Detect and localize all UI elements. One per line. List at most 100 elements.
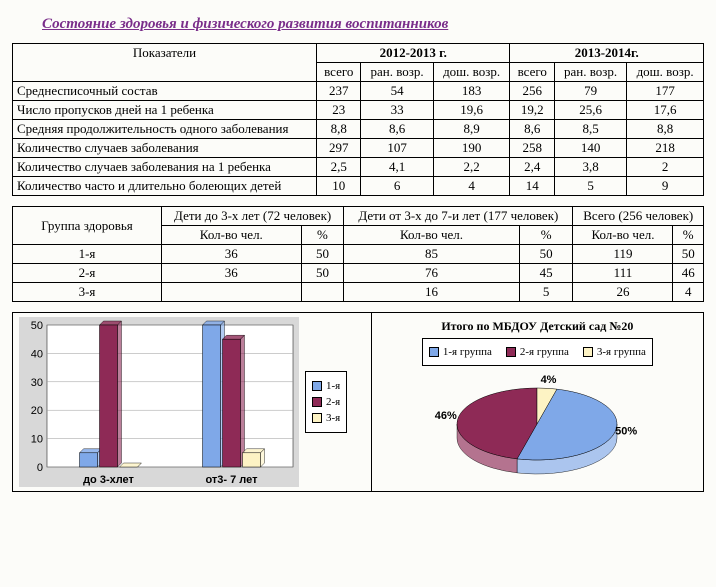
table-cell: 3,8 [554,158,626,177]
table-cell: 26 [573,283,673,302]
table-cell: 2 [627,158,704,177]
svg-text:50%: 50% [615,425,637,437]
table-row: Количество случаев заболевания на 1 ребе… [13,158,704,177]
legend-label: 2-я [326,396,340,408]
sub-early-2: ран. возр. [554,63,626,82]
table-row: Число пропусков дней на 1 ребенка233319,… [13,101,704,120]
table-cell: 45 [519,264,573,283]
svg-text:50: 50 [31,320,43,332]
sub-pre-1: дош. возр. [433,63,510,82]
table-cell: 76 [344,264,520,283]
sub-count-3: Кол-во чел. [573,226,673,245]
legend-label: 1-я группа [443,346,492,358]
legend-label: 3-я [326,412,340,424]
svg-text:10: 10 [31,434,43,446]
table-cell: 2,4 [510,158,554,177]
legend-label: 1-я [326,380,340,392]
table-cell: 36 [162,245,302,264]
table-cell: 50 [673,245,704,264]
table-cell: 36 [162,264,302,283]
table-cell: 8,5 [554,120,626,139]
pie-chart: 50%46%4% [427,372,647,482]
sub-total-1: всего [317,63,361,82]
table-cell: 16 [344,283,520,302]
table-cell: 85 [344,245,520,264]
table-cell: 8,8 [627,120,704,139]
table-cell: 19,6 [433,101,510,120]
sub-count-2: Кол-во чел. [344,226,520,245]
table-cell: Средняя продолжительность одного заболев… [13,120,317,139]
table-cell: 297 [317,139,361,158]
legend-item: 3-я группа [583,346,646,358]
sub-pct-2: % [519,226,573,245]
svg-text:20: 20 [31,405,43,417]
table-cell: 183 [433,82,510,101]
table-row: Среднесписочный состав2375418325679177 [13,82,704,101]
table-header-row: Показатели 2012-2013 г. 2013-2014г. [13,44,704,63]
table-cell: 119 [573,245,673,264]
table-cell: 5 [554,177,626,196]
table-row: Количество случаев заболевания2971071902… [13,139,704,158]
col-under3: Дети до 3-х лет (72 человек) [162,207,344,226]
table-cell: 4 [673,283,704,302]
svg-text:до 3-хлет: до 3-хлет [83,474,134,486]
sub-pct-3: % [673,226,704,245]
table-cell: 1-я [13,245,162,264]
legend-item: 2-я группа [506,346,569,358]
col-period-2: 2013-2014г. [510,44,704,63]
svg-text:4%: 4% [541,374,557,386]
table-cell: 17,6 [627,101,704,120]
table-cell: 54 [361,82,433,101]
legend-swatch [312,413,322,423]
table-cell: Количество часто и длительно болеющих де… [13,177,317,196]
table-cell: Количество случаев заболевания на 1 ребе… [13,158,317,177]
table-cell: 19,2 [510,101,554,120]
table-header-row: Группа здоровья Дети до 3-х лет (72 чело… [13,207,704,226]
table-cell: 258 [510,139,554,158]
table-row: 3-я 165264 [13,283,704,302]
table-cell: 107 [361,139,433,158]
table-cell: 50 [301,264,344,283]
table-cell [162,283,302,302]
table-cell: 8,8 [317,120,361,139]
table-cell: 9 [627,177,704,196]
legend-item: 1-я группа [429,346,492,358]
col-total: Всего (256 человек) [573,207,704,226]
col-3to7: Дети от 3-х до 7-и лет (177 человек) [344,207,573,226]
legend-swatch [312,381,322,391]
legend-item: 2-я [312,396,340,408]
table-cell: 190 [433,139,510,158]
legend-item: 1-я [312,380,340,392]
svg-text:40: 40 [31,348,43,360]
page-title: Состояние здоровья и физического развити… [42,16,704,33]
sub-pct-1: % [301,226,344,245]
legend-item: 3-я [312,412,340,424]
table-cell: 8,9 [433,120,510,139]
table-cell: 10 [317,177,361,196]
table-row: 2-я3650764511146 [13,264,704,283]
col-indicator: Показатели [13,44,317,82]
table-cell: 140 [554,139,626,158]
table-cell: 5 [519,283,573,302]
table-cell: 23 [317,101,361,120]
col-period-1: 2012-2013 г. [317,44,510,63]
table-cell: 8,6 [510,120,554,139]
legend-swatch [429,347,439,357]
sub-early-1: ран. возр. [361,63,433,82]
table-cell: 46 [673,264,704,283]
legend-label: 3-я группа [597,346,646,358]
col-group: Группа здоровья [13,207,162,245]
bar-legend: 1-я 2-я 3-я [305,371,347,433]
table-cell: Число пропусков дней на 1 ребенка [13,101,317,120]
table-row: Средняя продолжительность одного заболев… [13,120,704,139]
legend-swatch [506,347,516,357]
table-cell: 3-я [13,283,162,302]
svg-text:30: 30 [31,377,43,389]
sub-total-2: всего [510,63,554,82]
table-cell: 2,2 [433,158,510,177]
legend-label: 2-я группа [520,346,569,358]
table-cell: 14 [510,177,554,196]
charts-container: 01020304050до 3-хлетот3- 7 лет 1-я2-я3-я… [12,312,704,492]
table-cell: 50 [519,245,573,264]
table-row: Количество часто и длительно болеющих де… [13,177,704,196]
